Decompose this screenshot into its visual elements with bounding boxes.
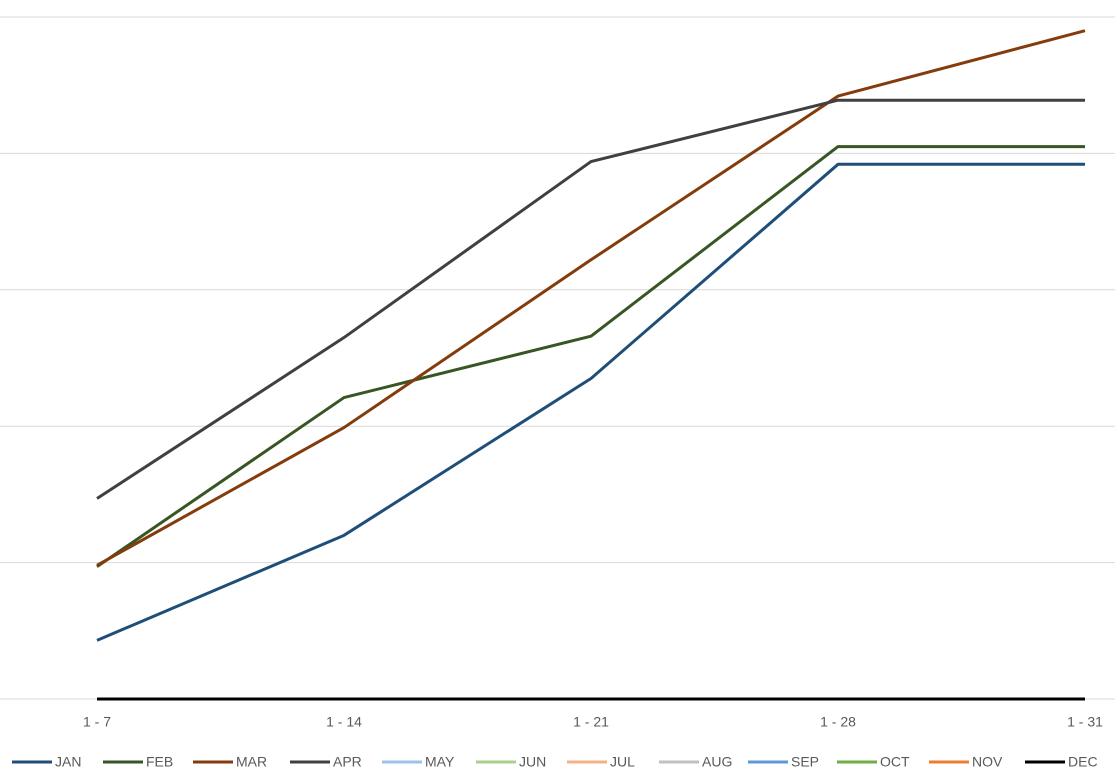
series-line bbox=[96, 162, 1085, 642]
legend-label: MAY bbox=[425, 754, 455, 770]
series-line bbox=[96, 98, 1085, 500]
series-line bbox=[96, 145, 1085, 568]
x-tick-label: 1 - 31 bbox=[1067, 714, 1103, 730]
legend-label: MAR bbox=[236, 754, 267, 770]
legend-label: JUN bbox=[519, 754, 546, 770]
series-line bbox=[96, 29, 1086, 567]
legend-label: OCT bbox=[880, 754, 910, 770]
x-tick-label: 1 - 28 bbox=[820, 714, 856, 730]
legend-label: AUG bbox=[702, 754, 732, 770]
legend-label: FEB bbox=[146, 754, 173, 770]
x-tick-label: 1 - 7 bbox=[83, 714, 111, 730]
legend-label: JAN bbox=[55, 754, 81, 770]
legend-label: SEP bbox=[791, 754, 819, 770]
x-tick-label: 1 - 14 bbox=[326, 714, 362, 730]
x-tick-label: 1 - 21 bbox=[573, 714, 609, 730]
legend-label: NOV bbox=[972, 754, 1003, 770]
legend-label: DEC bbox=[1068, 754, 1098, 770]
legend-label: APR bbox=[333, 754, 362, 770]
legend-label: JUL bbox=[610, 754, 635, 770]
